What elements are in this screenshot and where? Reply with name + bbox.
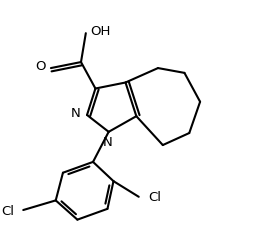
Text: OH: OH <box>91 25 111 38</box>
Text: Cl: Cl <box>148 191 161 204</box>
Text: N: N <box>103 136 112 149</box>
Text: Cl: Cl <box>1 205 14 218</box>
Text: O: O <box>35 60 45 73</box>
Text: N: N <box>70 106 80 120</box>
